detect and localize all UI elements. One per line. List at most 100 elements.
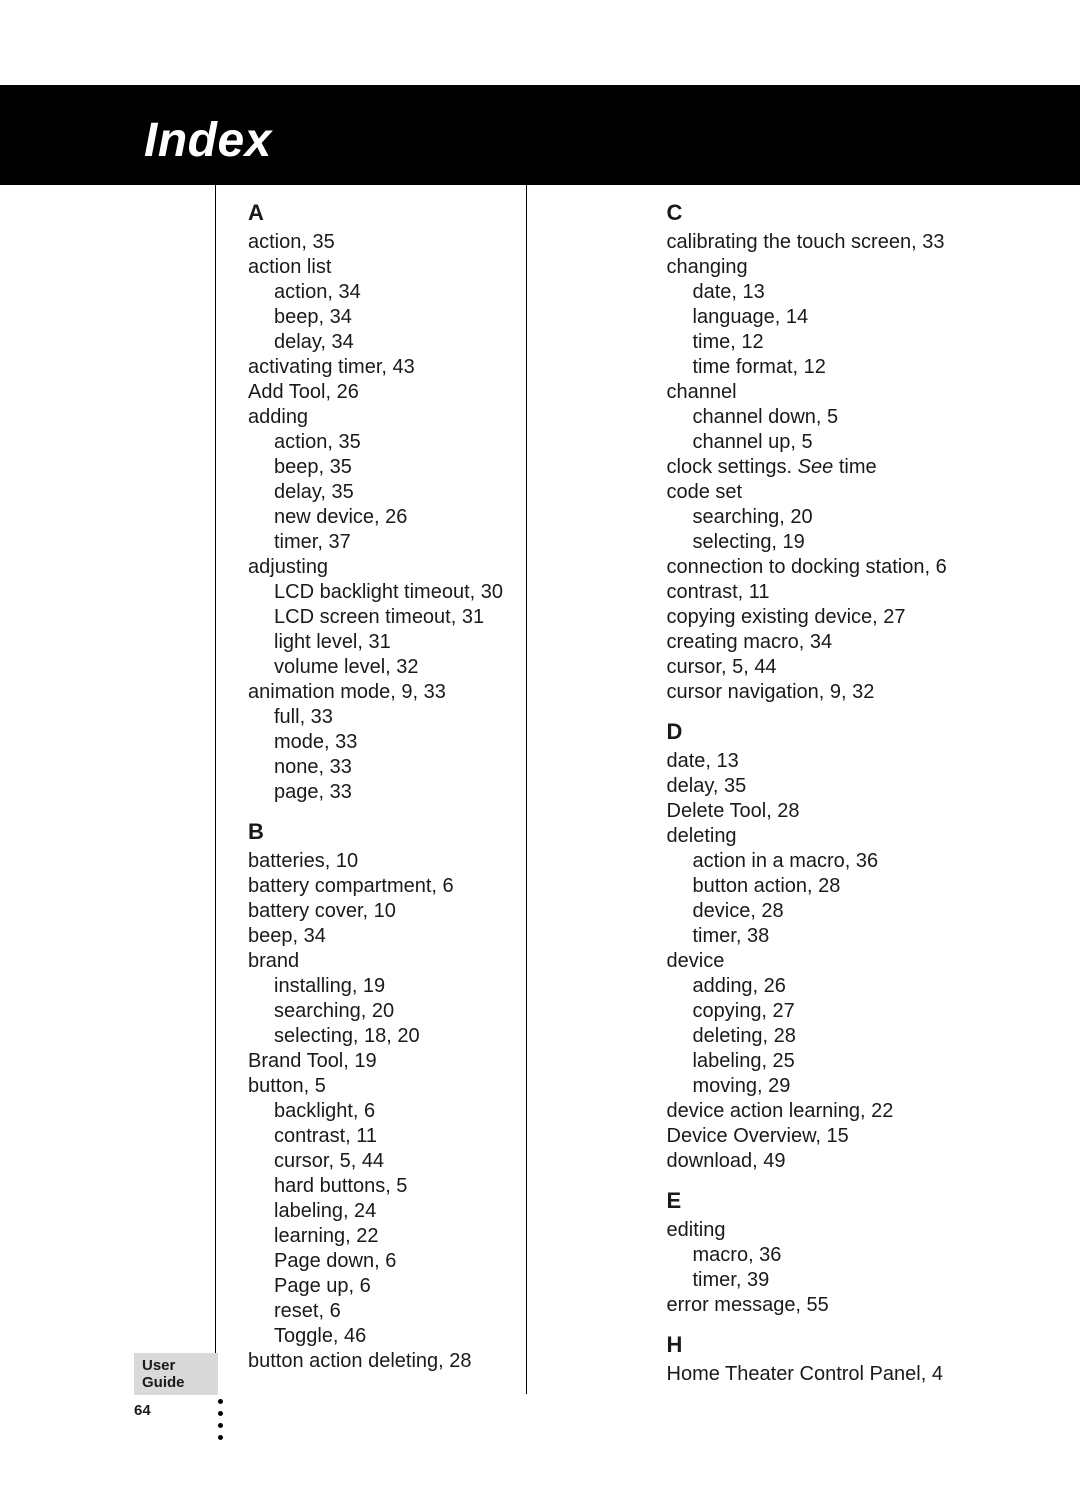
dot <box>218 1423 223 1428</box>
index-entry: beep, 34 <box>248 924 582 949</box>
index-entry: activating timer, 43 <box>248 355 582 380</box>
index-letter: H <box>667 1332 1001 1358</box>
index-subentry: hard buttons, 5 <box>248 1174 582 1199</box>
index-subentry: LCD backlight timeout, 30 <box>248 580 582 605</box>
index-entry: batteries, 10 <box>248 849 582 874</box>
index-entry: battery compartment, 6 <box>248 874 582 899</box>
index-subentry: action, 34 <box>248 280 582 305</box>
index-subentry: action in a macro, 36 <box>667 849 1001 874</box>
index-subentry: beep, 34 <box>248 305 582 330</box>
index-entry: action, 35 <box>248 230 582 255</box>
index-entry: delay, 35 <box>667 774 1001 799</box>
index-subentry: timer, 37 <box>248 530 582 555</box>
index-entry: animation mode, 9, 33 <box>248 680 582 705</box>
index-subentry: moving, 29 <box>667 1074 1001 1099</box>
index-subentry: delay, 35 <box>248 480 582 505</box>
index-entry: Brand Tool, 19 <box>248 1049 582 1074</box>
index-col-left: Aaction, 35action listaction, 34beep, 34… <box>248 200 592 1362</box>
index-subentry: learning, 22 <box>248 1224 582 1249</box>
index-letter: B <box>248 819 582 845</box>
index-subentry: selecting, 18, 20 <box>248 1024 582 1049</box>
index-entry: editing <box>667 1218 1001 1243</box>
index-subentry: volume level, 32 <box>248 655 582 680</box>
index-subentry: time, 12 <box>667 330 1001 355</box>
index-entry: date, 13 <box>667 749 1001 774</box>
index-entry: channel <box>667 380 1001 405</box>
index-subentry: contrast, 11 <box>248 1124 582 1149</box>
index-entry: Add Tool, 26 <box>248 380 582 405</box>
index-subentry: timer, 39 <box>667 1268 1001 1293</box>
index-entry: download, 49 <box>667 1149 1001 1174</box>
index-entry: Device Overview, 15 <box>667 1124 1001 1149</box>
page-title: Index <box>144 113 272 168</box>
index-letter: D <box>667 719 1001 745</box>
index-subentry: light level, 31 <box>248 630 582 655</box>
index-subentry: full, 33 <box>248 705 582 730</box>
footer-label: User Guide <box>134 1353 218 1395</box>
index-entry: copying existing device, 27 <box>667 605 1001 630</box>
index-subentry: adding, 26 <box>667 974 1001 999</box>
index-entry: Home Theater Control Panel, 4 <box>667 1362 1001 1387</box>
index-entry: calibrating the touch screen, 33 <box>667 230 1001 255</box>
index-entry: brand <box>248 949 582 974</box>
index-subentry: labeling, 25 <box>667 1049 1001 1074</box>
index-entry: device <box>667 949 1001 974</box>
index-subentry: new device, 26 <box>248 505 582 530</box>
index-entry: cursor navigation, 9, 32 <box>667 680 1001 705</box>
index-subentry: deleting, 28 <box>667 1024 1001 1049</box>
page-number: 64 <box>134 1402 151 1419</box>
index-entry: connection to docking station, 6 <box>667 555 1001 580</box>
index-subentry: labeling, 24 <box>248 1199 582 1224</box>
index-entry: button, 5 <box>248 1074 582 1099</box>
index-content: Aaction, 35action listaction, 34beep, 34… <box>248 200 1000 1362</box>
index-subentry: Toggle, 46 <box>248 1324 582 1349</box>
index-subentry: channel down, 5 <box>667 405 1001 430</box>
index-entry: adding <box>248 405 582 430</box>
index-entry: action list <box>248 255 582 280</box>
index-subentry: installing, 19 <box>248 974 582 999</box>
index-entry: battery cover, 10 <box>248 899 582 924</box>
index-entry: code set <box>667 480 1001 505</box>
index-entry: Delete Tool, 28 <box>667 799 1001 824</box>
rule-left <box>215 185 216 1394</box>
index-entry: creating macro, 34 <box>667 630 1001 655</box>
index-subentry: channel up, 5 <box>667 430 1001 455</box>
index-entry: adjusting <box>248 555 582 580</box>
index-subentry: Page up, 6 <box>248 1274 582 1299</box>
index-entry: deleting <box>667 824 1001 849</box>
index-subentry: none, 33 <box>248 755 582 780</box>
index-entry: clock settings. See time <box>667 455 1001 480</box>
index-subentry: selecting, 19 <box>667 530 1001 555</box>
index-entry: button action deleting, 28 <box>248 1349 582 1374</box>
dot <box>218 1435 223 1440</box>
index-subentry: mode, 33 <box>248 730 582 755</box>
index-entry: changing <box>667 255 1001 280</box>
dot <box>218 1411 223 1416</box>
index-subentry: searching, 20 <box>667 505 1001 530</box>
index-letter: E <box>667 1188 1001 1214</box>
index-subentry: beep, 35 <box>248 455 582 480</box>
index-subentry: timer, 38 <box>667 924 1001 949</box>
index-subentry: copying, 27 <box>667 999 1001 1024</box>
index-subentry: page, 33 <box>248 780 582 805</box>
index-subentry: time format, 12 <box>667 355 1001 380</box>
index-letter: A <box>248 200 582 226</box>
index-subentry: button action, 28 <box>667 874 1001 899</box>
index-letter: C <box>667 200 1001 226</box>
index-subentry: macro, 36 <box>667 1243 1001 1268</box>
index-entry: cursor, 5, 44 <box>667 655 1001 680</box>
index-subentry: language, 14 <box>667 305 1001 330</box>
index-subentry: Page down, 6 <box>248 1249 582 1274</box>
index-entry: contrast, 11 <box>667 580 1001 605</box>
index-subentry: cursor, 5, 44 <box>248 1149 582 1174</box>
index-subentry: searching, 20 <box>248 999 582 1024</box>
index-entry: device action learning, 22 <box>667 1099 1001 1124</box>
index-entry: error message, 55 <box>667 1293 1001 1318</box>
index-subentry: backlight, 6 <box>248 1099 582 1124</box>
index-subentry: date, 13 <box>667 280 1001 305</box>
index-subentry: reset, 6 <box>248 1299 582 1324</box>
index-subentry: device, 28 <box>667 899 1001 924</box>
index-subentry: delay, 34 <box>248 330 582 355</box>
dot <box>218 1399 223 1404</box>
footer-dots <box>218 1399 223 1440</box>
